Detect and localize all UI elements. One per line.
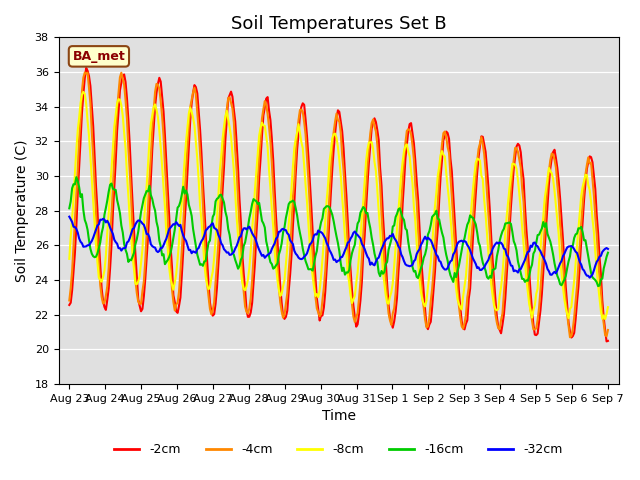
Title: Soil Temperatures Set B: Soil Temperatures Set B xyxy=(231,15,447,33)
X-axis label: Time: Time xyxy=(322,409,356,423)
Legend: -2cm, -4cm, -8cm, -16cm, -32cm: -2cm, -4cm, -8cm, -16cm, -32cm xyxy=(109,438,568,461)
Text: BA_met: BA_met xyxy=(72,50,125,63)
Y-axis label: Soil Temperature (C): Soil Temperature (C) xyxy=(15,139,29,282)
